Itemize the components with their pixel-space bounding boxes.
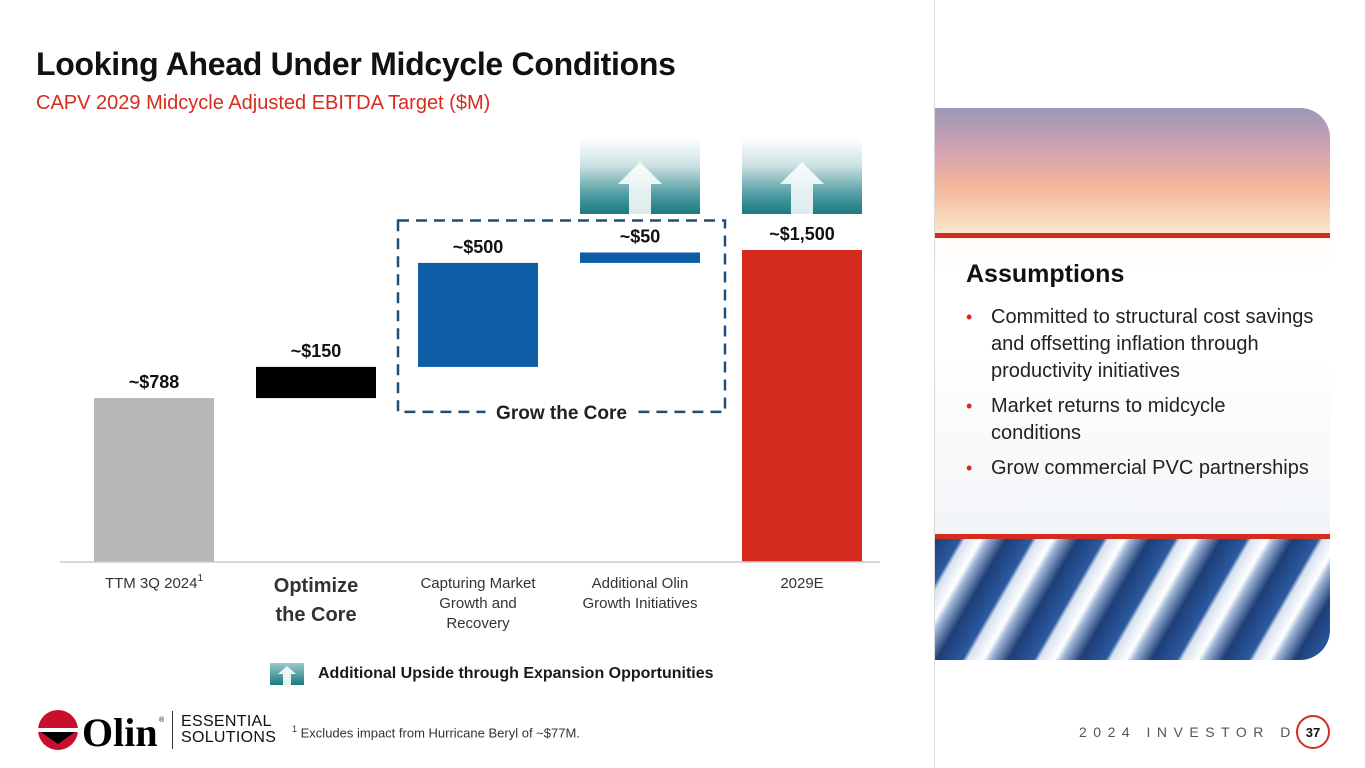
svg-text:®: ® bbox=[159, 716, 165, 724]
x-tick-label: Additional Olin Growth Initiatives bbox=[582, 575, 697, 612]
bar bbox=[580, 252, 700, 263]
bullet-icon: • bbox=[966, 396, 973, 416]
footnote-text: Excludes impact from Hurricane Beryl of … bbox=[300, 725, 580, 741]
olin-logo: Olin ® ESSENTIAL SOLUTIONS bbox=[36, 708, 276, 752]
assumption-item: • Committed to structural cost savings an… bbox=[966, 304, 1316, 385]
upside-arrow-icon bbox=[270, 663, 304, 685]
upside-arrow-icon bbox=[618, 162, 662, 214]
grow-the-core-box bbox=[396, 219, 727, 414]
footnote-marker: 1 bbox=[292, 724, 298, 734]
panel-accent-bar bbox=[935, 534, 1330, 539]
legend-label: Additional Upside through Expansion Oppo… bbox=[318, 665, 714, 682]
assumption-text: Grow commercial PVC partnerships bbox=[991, 457, 1309, 479]
data-label: ~$50 bbox=[620, 226, 661, 246]
panel-background bbox=[935, 238, 1330, 534]
group-label: Grow the Core bbox=[496, 403, 627, 424]
data-label: ~$788 bbox=[129, 372, 180, 392]
logo-brand: Olin bbox=[82, 710, 158, 752]
bar bbox=[256, 366, 376, 399]
logo-tagline: ESSENTIAL SOLUTIONS bbox=[181, 714, 276, 746]
page-number-badge: 37 bbox=[1296, 715, 1330, 749]
logo-tagline-line: ESSENTIAL bbox=[181, 713, 272, 730]
bullet-icon: • bbox=[966, 458, 973, 478]
assumption-item: • Market returns to midcycle conditions bbox=[966, 393, 1316, 447]
page-subtitle: CAPV 2029 Midcycle Adjusted EBITDA Targe… bbox=[36, 92, 491, 114]
assumptions-title: Assumptions bbox=[966, 260, 1125, 288]
upside-arrow-icon bbox=[780, 162, 824, 214]
assumption-text: Committed to structural cost savings and… bbox=[991, 306, 1314, 382]
assumptions-list: • Committed to structural cost savings an… bbox=[966, 304, 1316, 490]
x-tick-label: Optimize the Core bbox=[274, 575, 358, 626]
panel-sky-image bbox=[935, 108, 1330, 236]
data-label: ~$150 bbox=[291, 341, 342, 361]
waterfall-chart: ~$788 ~$150 ~$500 ~$50 ~$1,500 Grow the Core T… bbox=[60, 138, 880, 632]
bar bbox=[94, 398, 214, 562]
bar bbox=[418, 262, 538, 367]
assumption-text: Market returns to midcycle conditions bbox=[991, 395, 1226, 444]
footnote: 1 Excludes impact from Hurricane Beryl o… bbox=[292, 724, 580, 740]
x-tick-label: TTM 3Q 20241 bbox=[105, 573, 204, 592]
logo-separator bbox=[172, 711, 173, 749]
olin-logo-mark: Olin ® bbox=[38, 710, 165, 752]
page-title: Looking Ahead Under Midcycle Conditions bbox=[36, 46, 676, 82]
data-label: ~$500 bbox=[453, 237, 504, 257]
logo-tagline-line: SOLUTIONS bbox=[181, 729, 277, 746]
panel-accent-bar bbox=[935, 233, 1330, 238]
data-label: ~$1,500 bbox=[769, 224, 835, 244]
group-label-bg bbox=[485, 399, 638, 424]
chart-legend: Additional Upside through Expansion Oppo… bbox=[270, 663, 714, 685]
x-tick-label: 2029E bbox=[780, 575, 823, 592]
event-label: 2024 INVESTOR DAY bbox=[1079, 724, 1328, 740]
assumptions-panel bbox=[935, 108, 1330, 660]
bullet-icon: • bbox=[966, 307, 973, 327]
bar bbox=[742, 250, 862, 562]
vertical-divider bbox=[934, 0, 935, 768]
x-tick-label: Capturing Market Growth and Recovery bbox=[420, 575, 536, 632]
assumption-item: • Grow commercial PVC partnerships bbox=[966, 455, 1316, 482]
panel-road-image bbox=[935, 539, 1330, 660]
